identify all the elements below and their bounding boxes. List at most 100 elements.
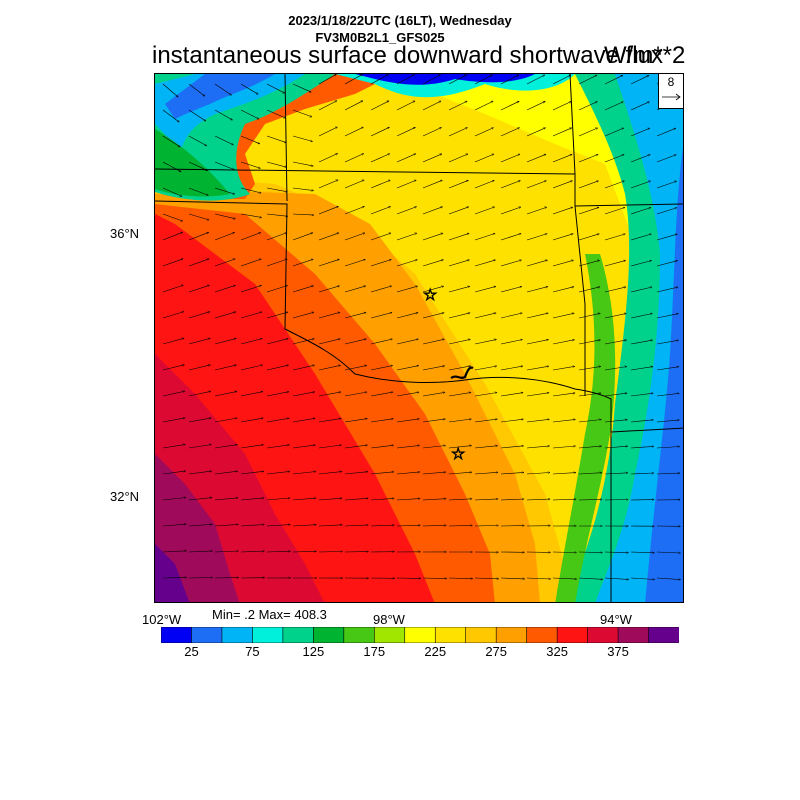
colorbar-swatch (343, 627, 375, 643)
wind-vector (292, 187, 314, 191)
wind-vector (656, 234, 677, 241)
wind-vector (266, 233, 287, 241)
wind-vector (422, 499, 446, 501)
wind-vector (188, 418, 211, 423)
wind-vector (552, 473, 576, 475)
wind-vector (500, 128, 520, 137)
wind-vector (448, 366, 471, 371)
wind-vector (370, 525, 394, 526)
wind-vector (344, 206, 365, 215)
wind-vector (578, 499, 602, 500)
wind-vector (474, 578, 499, 579)
wind-vector (422, 313, 444, 319)
flux-band-max (155, 544, 190, 602)
lon-label-102w: 102°W (142, 612, 182, 627)
wind-vector (630, 75, 649, 85)
wind-vector (370, 366, 393, 371)
wind-vector (578, 181, 599, 189)
wind-vector (188, 161, 208, 171)
wind-vector (422, 127, 442, 137)
wind-vector (422, 100, 441, 111)
wind-vector (526, 207, 547, 215)
wind-vector (500, 499, 524, 500)
wind-vector (162, 338, 184, 345)
flux-band-250 (155, 74, 683, 602)
wind-vector (240, 525, 264, 527)
wind-vector (292, 445, 316, 449)
wind-vector (214, 259, 235, 267)
wind-vector (448, 499, 472, 501)
wind-vector (188, 285, 210, 293)
wind-vector (188, 109, 206, 122)
colorbar-tick-label: 25 (184, 644, 199, 659)
wind-vector (630, 287, 652, 293)
wind-vector (370, 392, 393, 397)
wind-vector (370, 339, 393, 345)
wind-vector (474, 313, 496, 319)
wind-vector (318, 498, 342, 501)
colorbar-swatch (191, 627, 223, 643)
wind-vector (474, 526, 498, 527)
wind-vector (656, 208, 677, 215)
wind-vector (396, 233, 417, 241)
wind-vector (630, 393, 653, 397)
wind-vector (656, 287, 678, 293)
wind-vector (240, 312, 262, 319)
wind-vector (526, 366, 549, 371)
wind-vector (474, 233, 495, 241)
wind-vector (448, 154, 468, 163)
wind-vector (214, 391, 237, 397)
wind-vector (292, 233, 313, 241)
wind-vector (318, 259, 339, 267)
wind-vector (552, 207, 573, 215)
wind-vector (370, 286, 392, 293)
wind-vector (370, 180, 390, 189)
wind-vector (370, 445, 394, 449)
wind-vector (448, 180, 468, 189)
wind-vector (344, 339, 366, 345)
flux-band-400 (155, 454, 240, 602)
wind-vector (500, 181, 521, 189)
wind-vector (630, 208, 651, 215)
wind-vector (604, 207, 625, 215)
wind-vector (578, 340, 601, 345)
wind-vector (396, 419, 419, 423)
wind-vector (422, 207, 443, 215)
wind-vector (318, 126, 337, 137)
wind-vector (422, 419, 445, 423)
wind-vector (162, 498, 186, 501)
wind-vector (240, 187, 261, 193)
reference-vector-value: 8 (667, 75, 675, 89)
wind-vector (396, 339, 419, 345)
wind-vector (526, 154, 546, 163)
wind-vector (630, 340, 653, 345)
model-line: FV3M0B2L1_GFS025 (315, 30, 445, 45)
wind-vector (188, 365, 211, 371)
wind-vector (188, 83, 205, 96)
wind-vector (162, 83, 178, 97)
wind-vector (578, 313, 600, 319)
wind-vector (474, 472, 498, 475)
colorbar-swatch (282, 627, 314, 643)
wind-vector (188, 391, 211, 397)
wind-vector (630, 473, 654, 474)
wind-vector (604, 128, 624, 137)
wind-vector (240, 392, 263, 397)
wind-vector (474, 260, 496, 267)
wind-vector (474, 446, 498, 449)
wind-vector (604, 155, 624, 163)
wind-vector (474, 100, 493, 111)
wind-vector (266, 418, 289, 423)
wind-vector (318, 445, 342, 449)
wind-vector (188, 232, 209, 241)
wind-vector (656, 393, 679, 397)
min-max-text: Min= .2 Max= 408.3 (212, 607, 327, 622)
wind-vector (162, 135, 180, 148)
wind-vector (526, 74, 545, 85)
wind-vector (162, 551, 187, 553)
colorbar-swatch (587, 627, 619, 643)
wind-vector (578, 287, 600, 293)
wind-vector (396, 472, 420, 475)
wind-vector (318, 392, 341, 397)
wind-vector (604, 446, 628, 449)
